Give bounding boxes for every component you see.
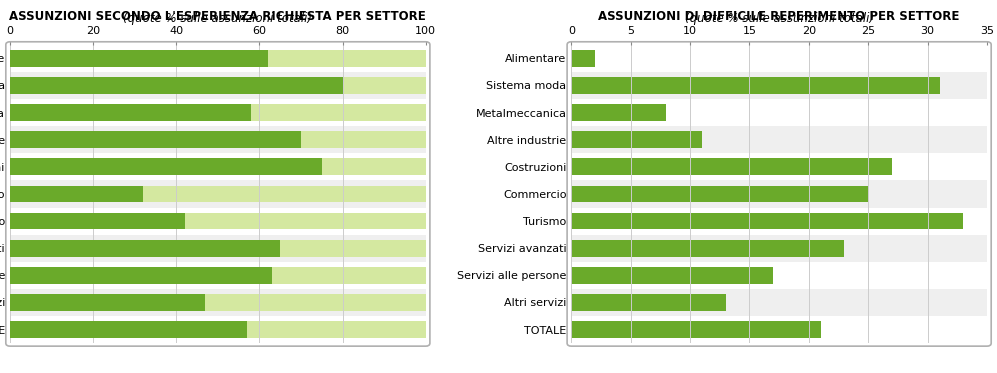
Bar: [10, 77, 343, 94]
Bar: [571, 50, 595, 67]
Bar: [10, 153, 426, 181]
Bar: [10, 181, 426, 207]
Bar: [10, 185, 426, 203]
Bar: [10, 262, 426, 289]
Bar: [571, 181, 987, 207]
Bar: [10, 267, 272, 284]
Bar: [571, 262, 987, 289]
Bar: [10, 240, 280, 257]
Bar: [10, 321, 426, 338]
Bar: [571, 289, 987, 316]
Legend: Esperienza nel settore o nella professione, Esperienza generica o nessuna esperi: Esperienza nel settore o nella professio…: [15, 370, 267, 373]
Title: ASSUNZIONI DI DIFFICILE REPERIMENTO PER SETTORE: ASSUNZIONI DI DIFFICILE REPERIMENTO PER …: [598, 10, 960, 23]
Bar: [10, 104, 251, 121]
Bar: [571, 104, 666, 121]
Bar: [571, 213, 963, 229]
Bar: [10, 235, 426, 262]
Bar: [10, 213, 184, 229]
Bar: [10, 267, 426, 284]
Bar: [571, 99, 987, 126]
Bar: [571, 185, 868, 203]
Bar: [10, 72, 426, 99]
Bar: [571, 240, 844, 257]
Bar: [10, 289, 426, 316]
Bar: [10, 50, 268, 67]
Bar: [571, 316, 987, 343]
Bar: [571, 45, 987, 72]
Bar: [10, 104, 426, 121]
Bar: [10, 240, 426, 257]
Bar: [571, 321, 821, 338]
Bar: [10, 207, 426, 235]
Bar: [10, 131, 426, 148]
Bar: [571, 207, 987, 235]
Bar: [10, 131, 301, 148]
Bar: [10, 316, 426, 343]
Bar: [10, 185, 143, 203]
Bar: [571, 72, 987, 99]
Bar: [571, 235, 987, 262]
Bar: [10, 321, 247, 338]
Text: (quote % sulle assunzioni totali): (quote % sulle assunzioni totali): [685, 12, 873, 25]
Title: ASSUNZIONI SECONDO L'ESPERIENZA RICHIESTA PER SETTORE: ASSUNZIONI SECONDO L'ESPERIENZA RICHIEST…: [10, 10, 427, 23]
Bar: [10, 213, 426, 229]
Bar: [571, 131, 702, 148]
Bar: [10, 159, 426, 175]
Bar: [571, 153, 987, 181]
Text: (quote % sulle assunzioni totali): (quote % sulle assunzioni totali): [124, 12, 312, 25]
Bar: [10, 126, 426, 153]
Bar: [571, 267, 774, 284]
Bar: [571, 126, 987, 153]
Bar: [10, 99, 426, 126]
Bar: [10, 159, 322, 175]
Bar: [571, 294, 726, 311]
Bar: [10, 50, 426, 67]
Bar: [571, 159, 892, 175]
Bar: [10, 77, 426, 94]
Bar: [10, 45, 426, 72]
Bar: [10, 294, 426, 311]
Bar: [10, 294, 205, 311]
Bar: [571, 77, 939, 94]
